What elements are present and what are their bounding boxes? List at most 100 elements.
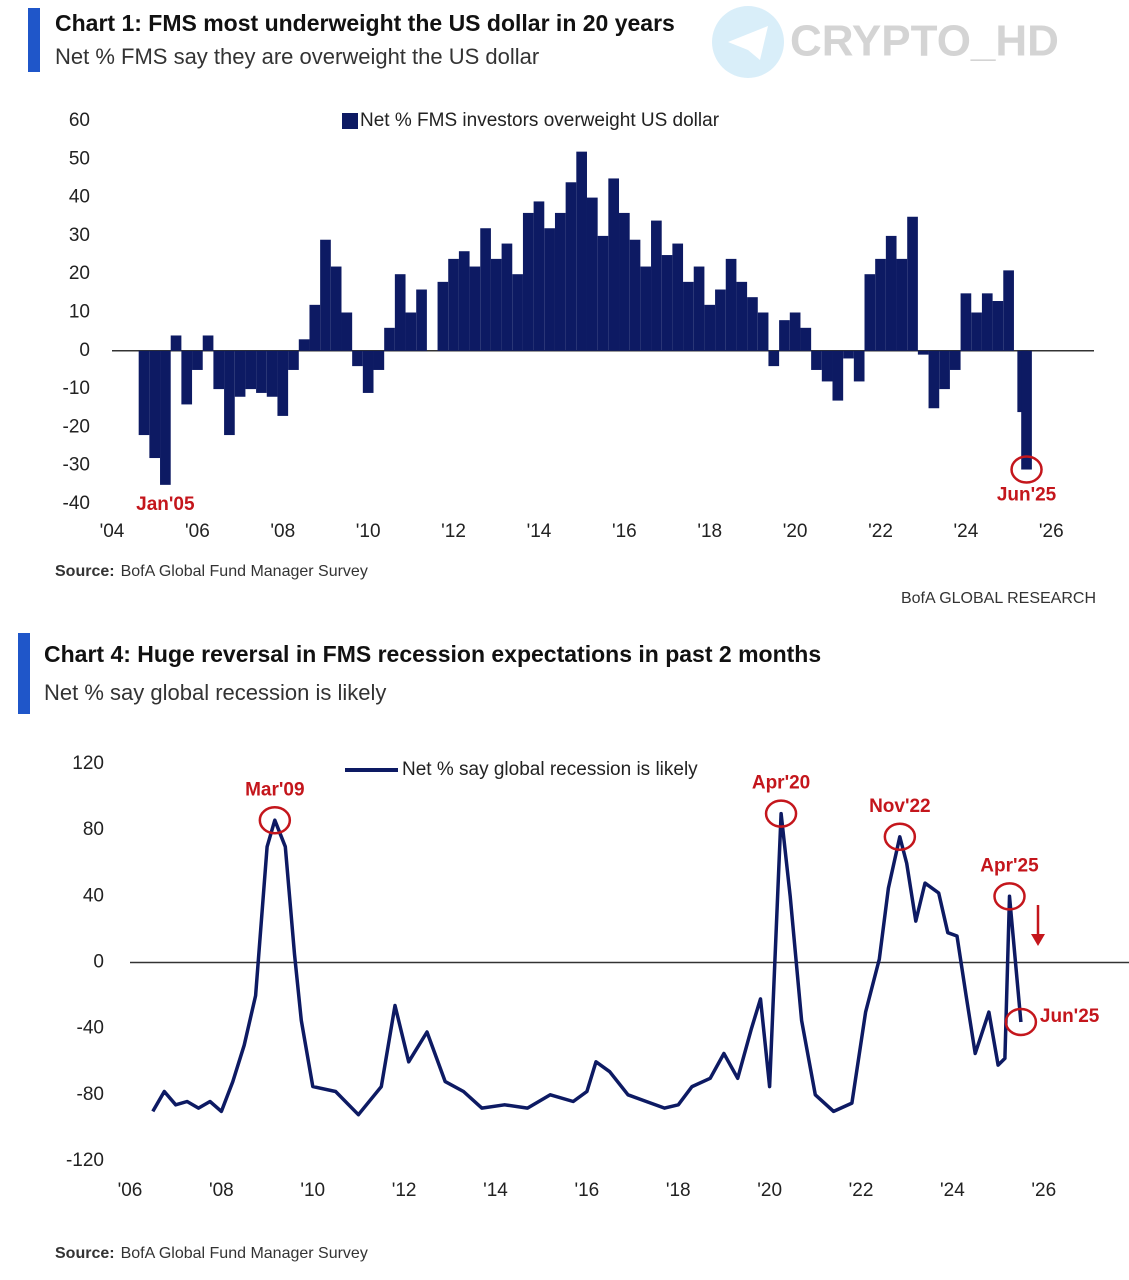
- bar: [768, 350, 780, 367]
- bar: [821, 350, 833, 382]
- bar: [586, 197, 598, 351]
- bar: [661, 255, 673, 351]
- source-text: BofA Global Fund Manager Survey: [121, 1245, 368, 1262]
- bar: [533, 201, 545, 351]
- x-tick-label: '04: [100, 521, 125, 542]
- bar: [875, 258, 886, 351]
- bar: [330, 266, 342, 351]
- x-tick-label: '16: [574, 1180, 599, 1201]
- y-tick-label: 30: [69, 225, 90, 246]
- bar: [672, 243, 684, 351]
- annotation: Apr'25: [980, 855, 1039, 876]
- bar: [341, 312, 353, 351]
- annotation-circle: [993, 882, 1026, 911]
- bar: [458, 251, 470, 351]
- y-tick-label: 10: [69, 302, 90, 323]
- bar: [853, 350, 865, 382]
- bar: [202, 335, 214, 351]
- bar: [619, 212, 630, 351]
- bar: [885, 235, 897, 351]
- x-tick-label: '16: [612, 521, 637, 542]
- bar: [715, 289, 726, 351]
- bar: [320, 239, 331, 351]
- bar: [298, 339, 310, 351]
- x-tick-label: '12: [441, 521, 466, 542]
- bar: [565, 182, 577, 351]
- annotation-circle: [1010, 455, 1043, 484]
- bar: [597, 235, 609, 351]
- bar: [907, 216, 918, 351]
- bar: [160, 350, 171, 485]
- x-tick-label: '10: [300, 1180, 325, 1201]
- x-tick-label: '24: [954, 521, 979, 542]
- bar: [757, 312, 769, 351]
- bar: [362, 350, 374, 393]
- bar: [256, 350, 267, 393]
- bar: [245, 350, 257, 390]
- bar: [960, 293, 972, 351]
- y-tick-label: -40: [63, 493, 90, 514]
- bar: [213, 350, 225, 390]
- chart-title: Chart 4: Huge reversal in FMS recession …: [44, 641, 821, 667]
- y-tick-label: 40: [83, 885, 104, 906]
- x-tick-label: '20: [757, 1180, 782, 1201]
- y-tick-label: 40: [69, 187, 90, 208]
- bar: [266, 350, 278, 397]
- bar: [192, 350, 203, 370]
- chart-subtitle: Net % FMS say they are overweight the US…: [55, 44, 539, 69]
- bar: [352, 350, 363, 367]
- source-label: Source:: [55, 563, 115, 580]
- bar: [405, 312, 417, 351]
- bar: [288, 350, 299, 370]
- bar: [437, 281, 449, 351]
- bar: [512, 274, 523, 351]
- y-tick-label: 20: [69, 263, 90, 284]
- bar: [1003, 270, 1014, 351]
- source-text: BofA Global Fund Manager Survey: [121, 563, 368, 580]
- y-tick-label: -30: [63, 455, 90, 476]
- bar: [811, 350, 822, 370]
- x-tick-label: '06: [185, 521, 210, 542]
- x-tick-label: '08: [209, 1180, 234, 1201]
- bar: [277, 350, 289, 416]
- bar: [480, 228, 491, 351]
- annotation: Mar'09: [245, 779, 304, 800]
- bar: [309, 304, 321, 351]
- bar: [992, 301, 1004, 351]
- bar: [896, 258, 908, 351]
- y-tick-label: -10: [63, 378, 90, 399]
- y-tick-label: 60: [69, 110, 90, 131]
- x-tick-label: '22: [849, 1180, 874, 1201]
- arrow-head: [1031, 934, 1045, 946]
- bar: [779, 320, 790, 351]
- annotation: Apr'20: [752, 773, 810, 794]
- bar: [554, 212, 566, 351]
- bar: [843, 350, 854, 359]
- bar: [490, 258, 502, 351]
- source: Source: BofA Global Fund Manager Survey: [55, 1245, 368, 1262]
- annotation-circle: [258, 805, 292, 835]
- legend-label: Net % FMS investors overweight US dollar: [360, 110, 720, 131]
- annotation: Nov'22: [869, 796, 931, 817]
- bar: [138, 350, 150, 436]
- y-tick-label: -80: [77, 1084, 104, 1105]
- annotation: Jun'25: [997, 485, 1057, 506]
- bar: [373, 350, 385, 370]
- bar: [394, 274, 406, 351]
- x-tick-label: '26: [1031, 1180, 1056, 1201]
- y-tick-label: 120: [72, 753, 104, 774]
- annotation-circle: [764, 799, 798, 828]
- x-tick-label: '24: [940, 1180, 965, 1201]
- x-tick-label: '26: [1039, 521, 1064, 542]
- title-accent: [28, 8, 40, 72]
- x-tick-label: '20: [783, 521, 808, 542]
- bar: [789, 312, 801, 351]
- bar: [747, 297, 758, 351]
- watermark-plane: [728, 26, 768, 60]
- x-tick-label: '18: [666, 1180, 691, 1201]
- bar: [629, 239, 641, 351]
- bar: [832, 350, 844, 401]
- bar: [949, 350, 961, 370]
